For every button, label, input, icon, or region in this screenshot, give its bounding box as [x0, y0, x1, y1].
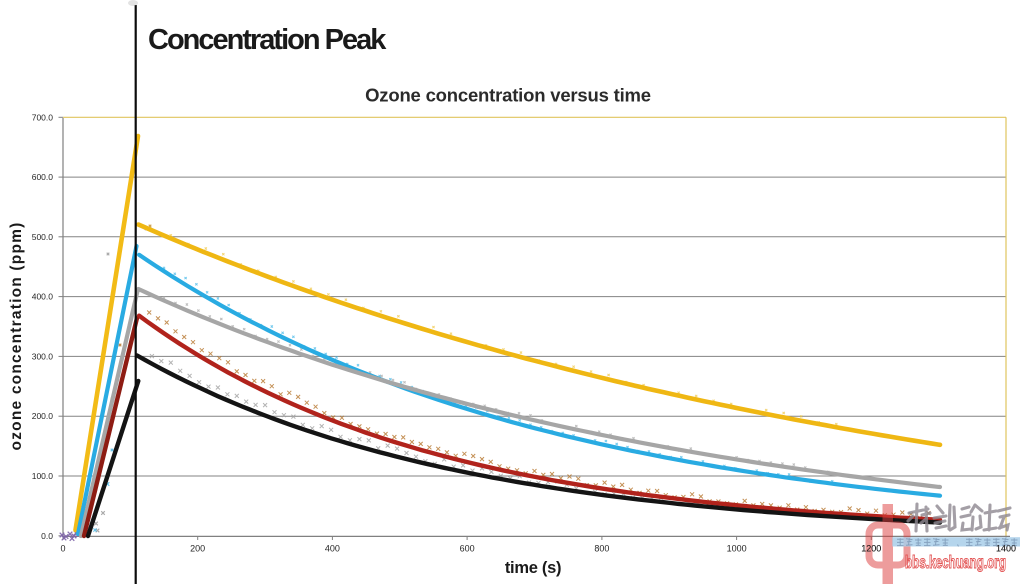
svg-text:700.0: 700.0: [32, 112, 54, 122]
svg-text:Ozone concentration versus tim: Ozone concentration versus time: [365, 85, 651, 106]
svg-text:600: 600: [460, 544, 475, 554]
svg-text:1400: 1400: [996, 544, 1016, 554]
svg-text:ozone concentration (ppm): ozone concentration (ppm): [8, 222, 25, 451]
svg-text:1000: 1000: [727, 544, 747, 554]
svg-text:400.0: 400.0: [32, 292, 54, 302]
svg-text:time (s): time (s): [505, 559, 561, 577]
svg-text:Concentration Peak: Concentration Peak: [148, 24, 387, 56]
svg-text:300.0: 300.0: [32, 351, 54, 361]
svg-text:bbs.kechuang.org: bbs.kechuang.org: [905, 552, 1006, 572]
svg-text:100.0: 100.0: [32, 471, 54, 481]
svg-text:0.0: 0.0: [41, 531, 53, 541]
svg-text:1200: 1200: [861, 544, 881, 554]
svg-text:400: 400: [325, 544, 340, 554]
svg-text:0: 0: [60, 544, 65, 554]
svg-text:200.0: 200.0: [32, 411, 54, 421]
svg-text:1400: 1400: [996, 544, 1016, 554]
svg-text:500.0: 500.0: [32, 232, 54, 242]
svg-text:800: 800: [594, 544, 609, 554]
svg-text:200: 200: [190, 544, 205, 554]
svg-text:600.0: 600.0: [32, 172, 54, 182]
